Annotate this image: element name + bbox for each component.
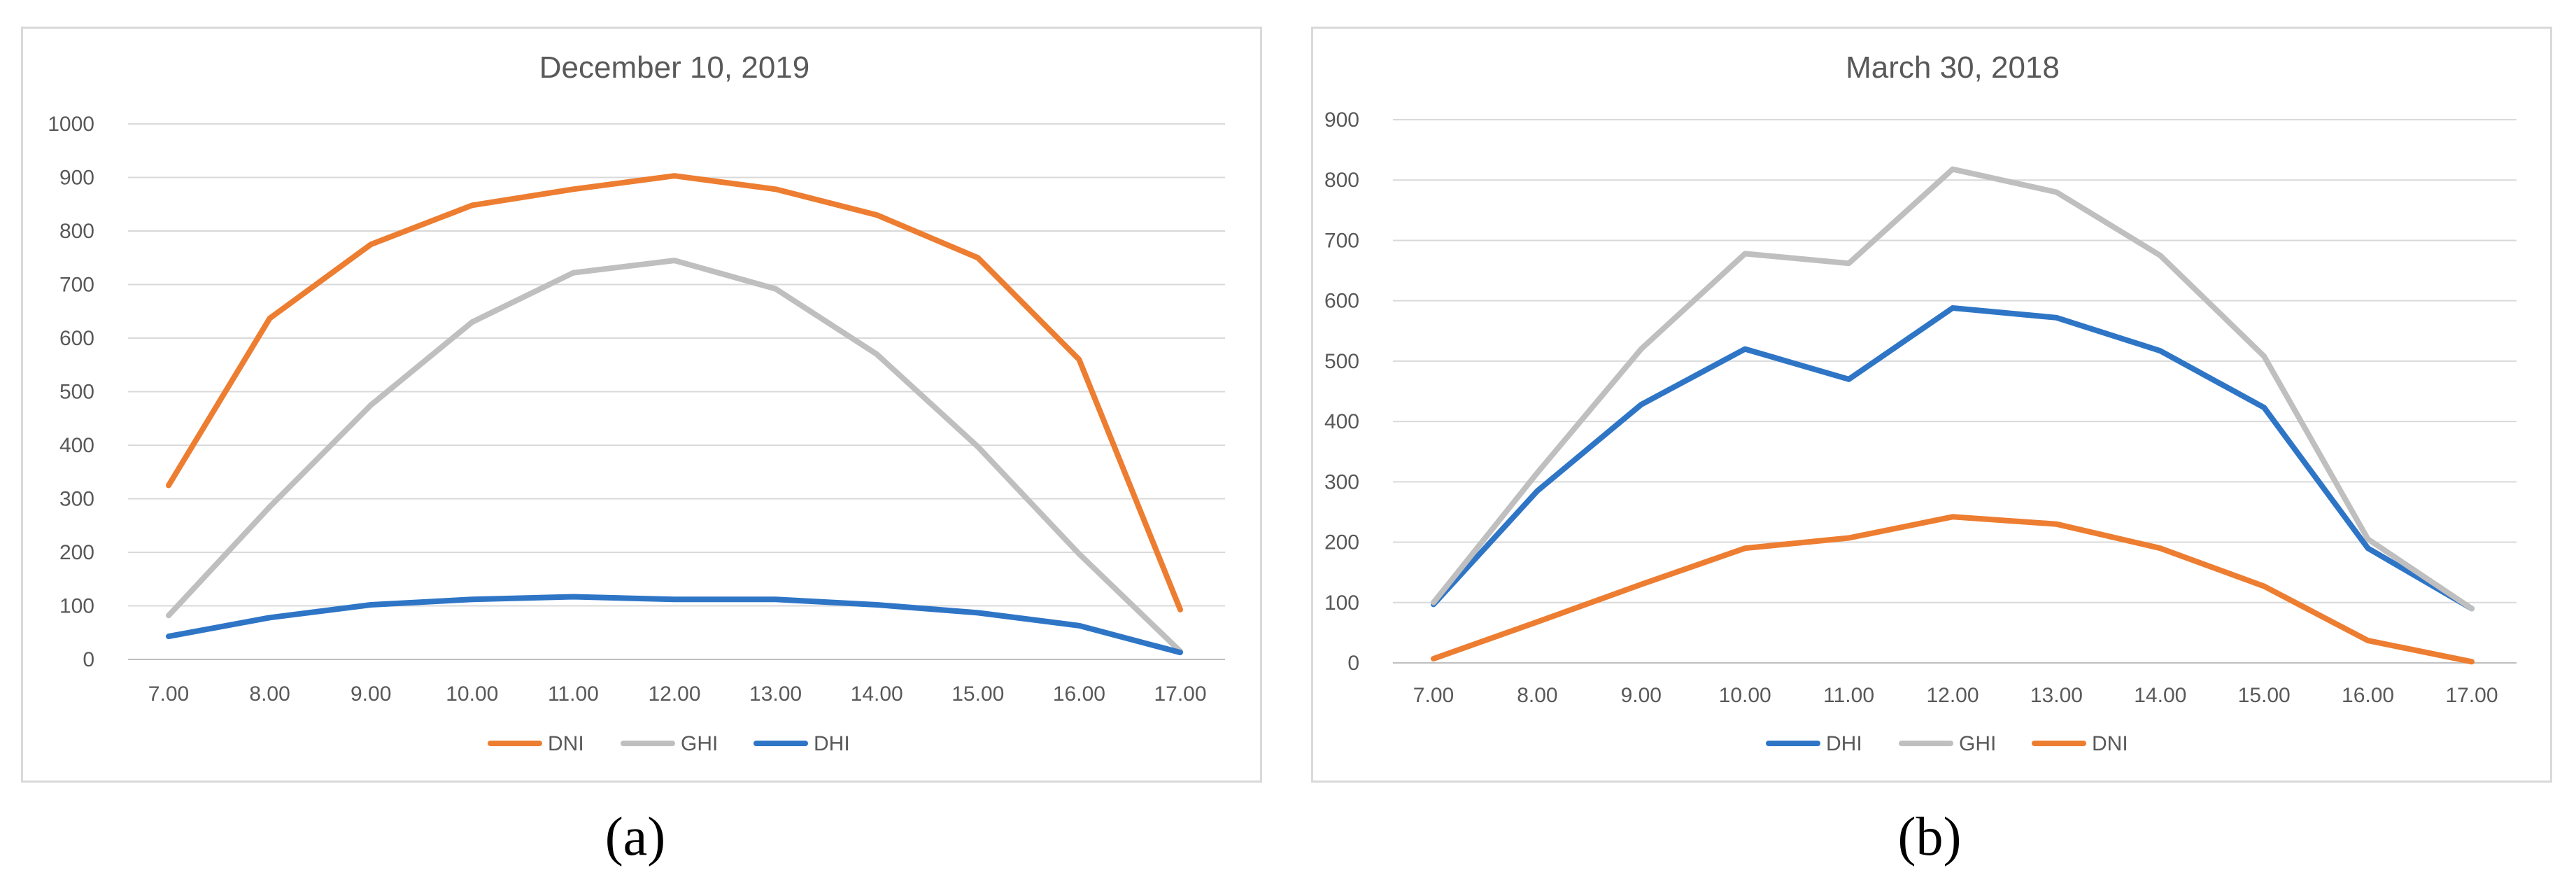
gridlines (1393, 119, 2517, 664)
legend-item-dni: DNI (2032, 732, 2128, 755)
x-tick-label: 8.00 (1517, 684, 1557, 707)
legend-item-dhi: DHI (753, 732, 850, 755)
y-tick-label: 900 (59, 167, 94, 190)
legend-label: DHI (1826, 732, 1862, 755)
caption-a: (a) (604, 806, 666, 867)
x-tick-label: 11.00 (1823, 684, 1874, 707)
chart-a-svg: December 10, 2019 0 100 200 300 400 500 600 700 8… (48, 50, 1225, 755)
legend-item-dni: DNI (488, 732, 584, 755)
x-tick-label: 11.00 (548, 682, 599, 706)
x-tick-label: 15.00 (951, 682, 1004, 706)
x-tick-label: 7.00 (1413, 684, 1454, 707)
chart-b-svg: March 30, 2018 0 100 200 300 400 500 600 700 800 9… (1324, 50, 2517, 755)
y-tick-label: 800 (1324, 169, 1359, 192)
y-tick-label: 200 (59, 541, 94, 564)
chart-title: December 10, 2019 (539, 50, 809, 85)
x-tick-label: 16.00 (2342, 684, 2394, 707)
legend-label: GHI (681, 732, 718, 755)
x-tick-label: 16.00 (1053, 682, 1105, 706)
series-line-ghi (166, 258, 1183, 654)
y-tick-label: 200 (1324, 531, 1359, 554)
y-tick-label: 500 (1324, 350, 1359, 373)
x-tick-label: 8.00 (249, 682, 290, 706)
x-tick-label: 14.00 (2134, 684, 2186, 707)
x-tick-label: 17.00 (2445, 684, 2498, 707)
y-tick-label: 100 (59, 595, 94, 618)
y-tick-label: 700 (1324, 229, 1359, 252)
x-tick-label: 14.00 (851, 682, 903, 706)
y-tick-label: 0 (1347, 652, 1359, 675)
y-tick-label: 800 (59, 220, 94, 243)
caption-b: (b) (1897, 806, 1962, 867)
chart-title: March 30, 2018 (1846, 50, 2060, 85)
x-tick-label: 9.00 (351, 682, 391, 706)
x-tick-label: 12.00 (1926, 684, 1979, 707)
y-tick-label: 600 (59, 327, 94, 350)
gridlines (128, 123, 1225, 660)
y-tick-label: 100 (1324, 592, 1359, 615)
y-tick-label: 300 (59, 488, 94, 511)
x-tick-label: 7.00 (148, 682, 189, 706)
x-tick-label: 10.00 (1719, 684, 1771, 707)
legend-label: GHI (1959, 732, 1996, 755)
legend-item-dhi: DHI (1766, 732, 1862, 755)
y-tick-label: 300 (1324, 470, 1359, 493)
y-tick-label: 400 (59, 434, 94, 457)
series-line-ghi (1431, 166, 2475, 612)
chart-panel-a: December 10, 2019 0 100 200 300 400 500 600 700 8… (21, 27, 1262, 783)
series-line-dni (1431, 514, 2475, 665)
series-line-dhi (1431, 305, 2475, 612)
chart-panel-b: March 30, 2018 0 100 200 300 400 500 600 700 800 9… (1311, 27, 2552, 783)
x-tick-label: 15.00 (2238, 684, 2291, 707)
y-tick-label: 900 (1324, 108, 1359, 132)
legend-item-ghi: GHI (1899, 732, 1996, 755)
x-tick-label: 10.00 (446, 682, 498, 706)
legend-label: DNI (2092, 732, 2128, 755)
x-tick-label: 17.00 (1154, 682, 1206, 706)
y-tick-label: 0 (83, 648, 94, 671)
legend-item-ghi: GHI (621, 732, 718, 755)
series-line-dni (166, 173, 1183, 612)
y-tick-label: 600 (1324, 290, 1359, 313)
x-tick-label: 13.00 (749, 682, 802, 706)
legend-label: DNI (548, 732, 584, 755)
y-tick-label: 700 (59, 274, 94, 297)
series-line-dhi (166, 594, 1183, 656)
y-tick-label: 1000 (48, 113, 94, 136)
x-tick-label: 13.00 (2030, 684, 2083, 707)
y-tick-label: 400 (1324, 410, 1359, 433)
x-tick-label: 12.00 (648, 682, 700, 706)
legend-label: DHI (814, 732, 850, 755)
y-tick-label: 500 (59, 381, 94, 404)
x-tick-label: 9.00 (1621, 684, 1662, 707)
